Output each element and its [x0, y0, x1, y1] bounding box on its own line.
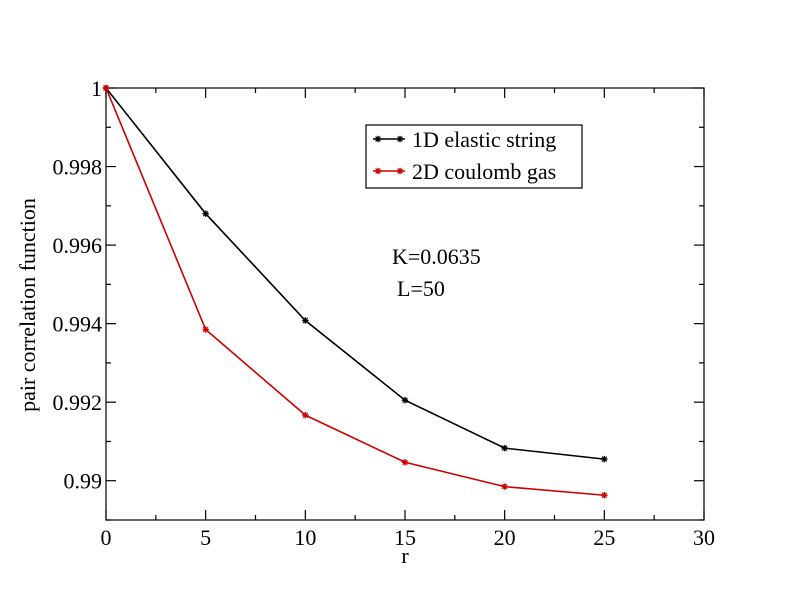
legend-box [365, 124, 583, 189]
y-tick-label: 0.99 [64, 469, 103, 494]
data-point-2d-coulomb-gas [202, 326, 209, 333]
data-point-2d-coulomb-gas [302, 411, 309, 419]
x-tick-label: 0 [101, 525, 112, 550]
annotation-l: L=50 [397, 276, 445, 301]
x-tick-label: 20 [494, 525, 516, 550]
x-axis-label: r [401, 543, 409, 568]
data-point-1d-elastic-string [501, 444, 508, 452]
x-tick-label: 30 [693, 525, 715, 550]
annotation-k: K=0.0635 [392, 244, 481, 269]
legend-marker-1d-elastic-string [396, 135, 404, 143]
y-tick-label: 0.992 [53, 390, 103, 415]
x-tick-label: 25 [593, 525, 615, 550]
data-point-2d-coulomb-gas [401, 459, 409, 466]
x-tick-label: 10 [294, 525, 316, 550]
y-axis-label: pair correlation function [15, 198, 40, 412]
legend-marker-2d-coulomb-gas [374, 167, 382, 175]
data-point-1d-elastic-string [202, 210, 209, 217]
legend-label-1d-elastic-string: 1D elastic string [412, 127, 556, 152]
x-tick-label: 15 [394, 525, 416, 550]
y-tick-label: 1 [91, 76, 102, 101]
legend-items: 1D elastic string 2D coulomb gas [373, 127, 556, 184]
data-point-1d-elastic-string [302, 317, 309, 324]
x-tick-label: 5 [200, 525, 211, 550]
y-tick-label: 0.994 [53, 312, 103, 337]
data-point-1d-elastic-string [401, 397, 409, 404]
y-tick-label: 0.996 [53, 233, 103, 258]
series-line-2d-coulomb-gas [105, 87, 605, 497]
y-tick-label: 0.998 [53, 155, 103, 180]
legend-label-2d-coulomb-gas: 2D coulomb gas [412, 159, 556, 184]
data-point-2d-coulomb-gas [501, 483, 508, 490]
data-point-2d-coulomb-gas [601, 492, 608, 499]
series-layer [102, 84, 608, 499]
legend: 1D elastic string 2D coulomb gas [365, 124, 583, 189]
legend-marker-1d-elastic-string [374, 135, 382, 143]
data-point-2d-coulomb-gas [102, 84, 110, 92]
legend-marker-2d-coulomb-gas [396, 167, 404, 175]
axis-ticks: 0 5 10 15 20 25 30 0.99 0.992 0.994 0.996 0.998 1 [53, 76, 716, 550]
series-line-1d-elastic-string [105, 87, 605, 460]
data-point-1d-elastic-string [601, 455, 608, 463]
